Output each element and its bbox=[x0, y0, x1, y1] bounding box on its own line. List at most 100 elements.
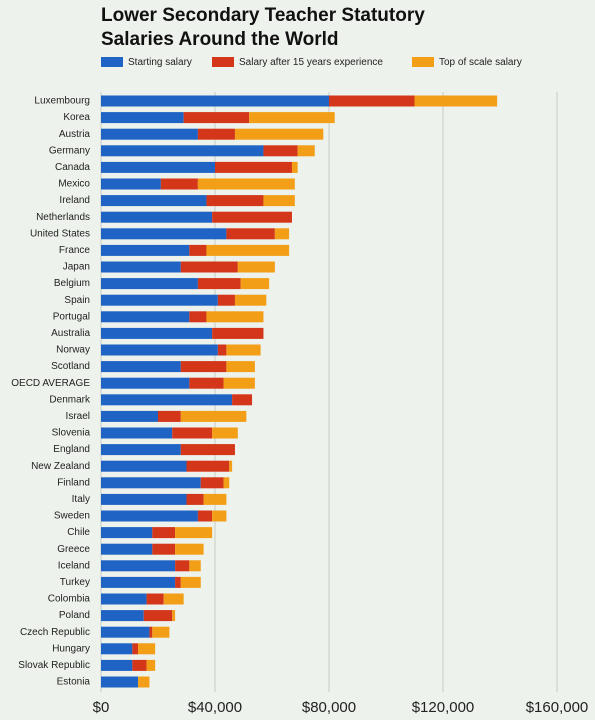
bar-segment bbox=[101, 294, 218, 306]
x-tick-label: $0 bbox=[93, 699, 110, 716]
legend-label: Top of scale salary bbox=[439, 57, 522, 68]
bar-segment bbox=[101, 278, 198, 290]
bar-segment bbox=[180, 576, 201, 588]
bar-segment bbox=[223, 477, 230, 489]
y-tick-label: Norway bbox=[56, 345, 90, 356]
bar-segment bbox=[152, 527, 176, 539]
legend-label: Starting salary bbox=[128, 57, 192, 68]
bar-segment bbox=[101, 261, 181, 273]
y-tick-label: Germany bbox=[49, 145, 90, 156]
bar-segment bbox=[237, 261, 275, 273]
bar-segment bbox=[249, 112, 335, 124]
bar-segment bbox=[234, 128, 324, 140]
bar-segment bbox=[146, 593, 164, 605]
bar-segment bbox=[101, 576, 176, 588]
bar-segment bbox=[189, 560, 201, 572]
y-tick-label: Italy bbox=[72, 494, 90, 505]
y-tick-label: Israel bbox=[66, 411, 90, 422]
bar-segment bbox=[101, 178, 161, 190]
bar-segment bbox=[101, 543, 153, 555]
bar-segment bbox=[217, 344, 227, 356]
bar-segment bbox=[163, 593, 184, 605]
y-tick-label: Denmark bbox=[49, 394, 91, 405]
bar-segment bbox=[206, 244, 290, 256]
bar-segment bbox=[197, 128, 235, 140]
y-tick-label: Korea bbox=[63, 112, 90, 123]
y-tick-label: France bbox=[59, 245, 91, 256]
bar-segment bbox=[226, 344, 261, 356]
bar-segment bbox=[101, 410, 158, 422]
bar-segment bbox=[189, 244, 207, 256]
x-tick-label: $40,000 bbox=[188, 699, 242, 716]
bar-segment bbox=[189, 377, 224, 389]
y-tick-label: Turkey bbox=[60, 577, 90, 588]
bar-segment bbox=[101, 128, 198, 140]
y-tick-label: Czech Republic bbox=[20, 627, 90, 638]
bar-segment bbox=[101, 610, 144, 622]
bar-segment bbox=[101, 145, 264, 157]
bar-segment bbox=[101, 527, 153, 539]
bar-segment bbox=[229, 460, 233, 472]
bar-segment bbox=[234, 294, 267, 306]
y-tick-label: Iceland bbox=[58, 560, 90, 571]
bar-segment bbox=[263, 195, 295, 207]
bar-segment bbox=[226, 228, 275, 240]
bar-segment bbox=[232, 394, 253, 406]
bar-segment bbox=[200, 477, 224, 489]
bar-segment bbox=[291, 161, 298, 173]
bar-segment bbox=[175, 543, 204, 555]
bar-segment bbox=[212, 510, 227, 522]
bar-segment bbox=[101, 228, 227, 240]
y-tick-label: Sweden bbox=[54, 511, 90, 522]
bar-segment bbox=[197, 278, 241, 290]
legend-swatch bbox=[212, 57, 234, 67]
bar-segment bbox=[101, 626, 150, 638]
bar-segment bbox=[138, 643, 156, 655]
bar-segment bbox=[175, 527, 213, 539]
bar-segment bbox=[101, 444, 181, 456]
y-tick-label: Canada bbox=[55, 162, 90, 173]
bar-segment bbox=[172, 427, 213, 439]
bar-segment bbox=[203, 493, 227, 505]
bar-segment bbox=[101, 195, 207, 207]
bar-segment bbox=[197, 178, 295, 190]
y-tick-label: Finland bbox=[57, 477, 90, 488]
bar-segment bbox=[329, 95, 415, 107]
bar-segment bbox=[101, 593, 147, 605]
y-tick-label: Austria bbox=[59, 129, 91, 140]
y-tick-label: United States bbox=[30, 228, 90, 239]
bar-segment bbox=[223, 377, 255, 389]
bar-segment bbox=[215, 161, 292, 173]
bar-segment bbox=[240, 278, 270, 290]
y-tick-label: Slovenia bbox=[52, 428, 91, 439]
bar-segment bbox=[101, 361, 181, 373]
bar-segment bbox=[101, 460, 187, 472]
y-tick-label: Hungary bbox=[52, 643, 90, 654]
y-tick-label: Belgium bbox=[54, 278, 90, 289]
bar-segment bbox=[101, 244, 190, 256]
bar-segment bbox=[101, 344, 218, 356]
bar-segment bbox=[152, 543, 176, 555]
bar-segment bbox=[172, 610, 176, 622]
bar-segment bbox=[175, 560, 190, 572]
bar-segment bbox=[101, 659, 133, 671]
bar-segment bbox=[183, 112, 250, 124]
x-tick-label: $120,000 bbox=[412, 699, 475, 716]
bar-segment bbox=[101, 327, 213, 339]
bar-segment bbox=[101, 161, 215, 173]
bar-segment bbox=[263, 145, 298, 157]
y-tick-label: OECD AVERAGE bbox=[11, 378, 90, 389]
bar-segment bbox=[180, 444, 235, 456]
y-tick-label: England bbox=[53, 444, 90, 455]
bar-segment bbox=[180, 410, 247, 422]
y-tick-label: Luxembourg bbox=[34, 96, 90, 107]
bar-segment bbox=[149, 626, 153, 638]
bar-segment bbox=[152, 626, 170, 638]
y-tick-label: Spain bbox=[64, 295, 90, 306]
bar-segment bbox=[101, 377, 190, 389]
bar-segment bbox=[197, 510, 213, 522]
y-tick-label: Slovak Republic bbox=[18, 660, 90, 671]
bar-segment bbox=[101, 560, 176, 572]
bar-segment bbox=[101, 676, 139, 688]
